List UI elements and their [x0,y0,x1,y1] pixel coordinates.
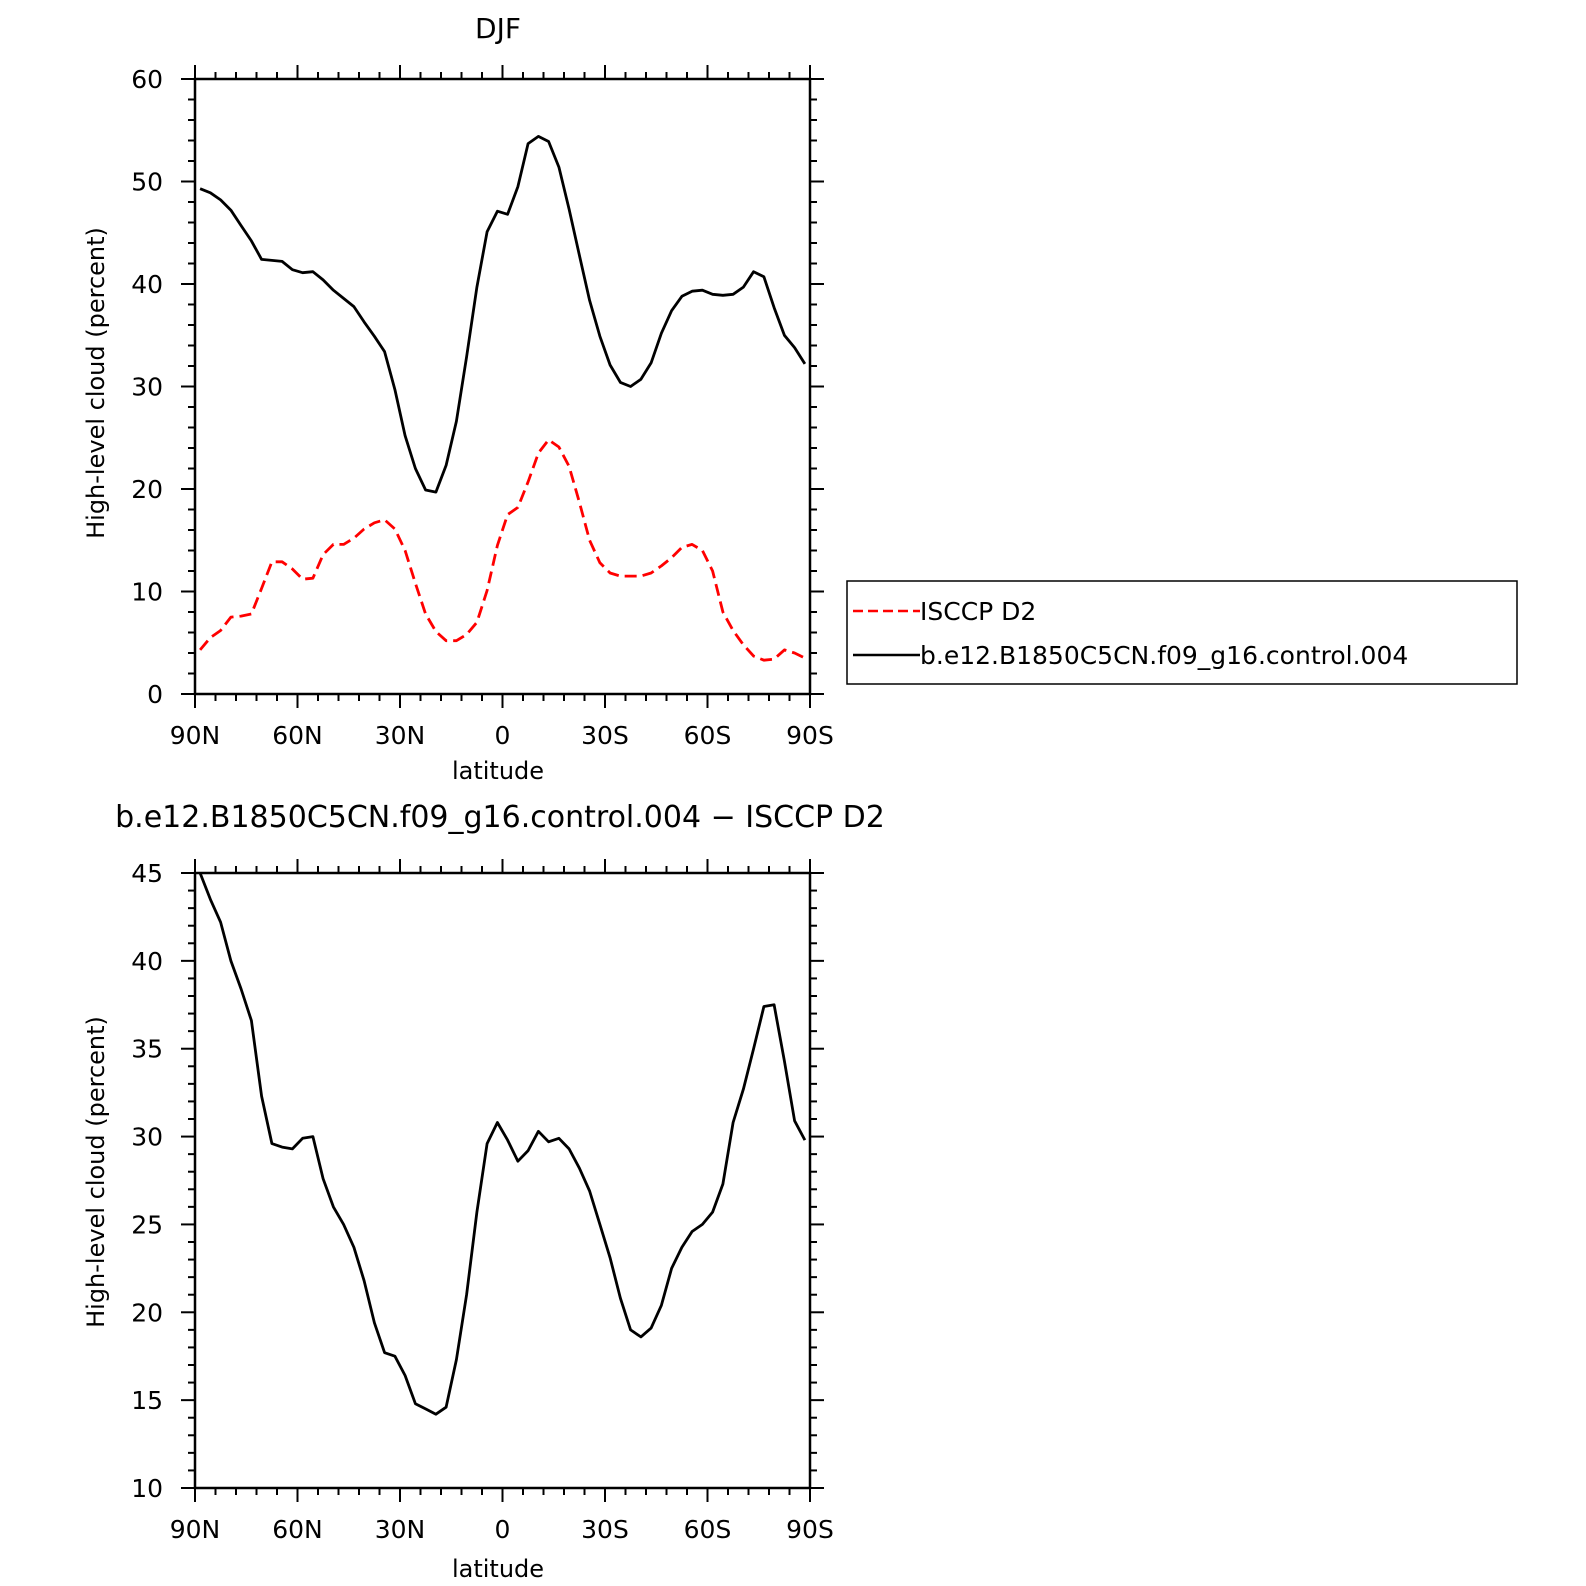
y-tick-label: 10 [131,1474,163,1503]
plot-frame [193,871,812,1490]
y-tick-label: 20 [131,475,163,504]
x-tick-label: 90S [786,721,834,750]
legend: ISCCP D2 b.e12.B1850C5CN.f09_g16.control… [846,580,1518,685]
chart-title: DJF [475,12,521,45]
series-layer [199,134,807,662]
y-tick-label: 25 [131,1210,163,1239]
y-tick-label: 35 [131,1035,163,1064]
y-tick-label: 40 [131,947,163,976]
chart-title: b.e12.B1850C5CN.f09_g16.control.004 − IS… [115,800,885,835]
y-tick-label: 50 [131,168,163,197]
x-tick-label: 30S [581,721,629,750]
y-tick-label: 10 [131,578,163,607]
series-line-model [199,134,807,494]
x-tick-label: 90N [170,721,221,750]
x-tick-label: 30N [375,1515,426,1544]
legend-box [846,580,1518,685]
x-tick-label: 60N [272,1515,323,1544]
x-axis-label: latitude [452,757,544,785]
x-tick-label: 60N [272,721,323,750]
x-tick-label: 90S [786,1515,834,1544]
plot-frame [193,77,812,696]
x-tick-label: 30S [581,1515,629,1544]
x-axis-label: latitude [452,1555,544,1583]
x-tick-label: 0 [495,721,511,750]
y-tick-label: 0 [147,680,163,709]
axes-frame: 0 10 20 30 40 50 60 90N 60N 30N 0 30S 60S 90S [131,65,834,750]
x-tick-label: 60S [684,1515,732,1544]
bottom-chart-difference: b.e12.B1850C5CN.f09_g16.control.004 − IS… [82,800,885,1583]
y-tick-label: 40 [131,270,163,299]
legend-label-isccp: ISCCP D2 [920,597,1036,626]
y-tick-label: 45 [131,859,163,888]
x-tick-label: 60S [684,721,732,750]
series-line-isccp [199,438,806,662]
x-tick-label: 0 [495,1515,511,1544]
legend-label-model: b.e12.B1850C5CN.f09_g16.control.004 [920,641,1408,670]
series-line-model [198,872,807,1416]
series-layer [198,872,807,1416]
y-tick-label: 15 [131,1386,163,1415]
y-tick-label: 20 [131,1298,163,1327]
x-tick-label: 90N [170,1515,221,1544]
y-axis-label: High-level cloud (percent) [82,227,110,539]
y-axis-label: High-level cloud (percent) [82,1016,110,1328]
y-tick-label: 30 [131,373,163,402]
x-tick-label: 30N [375,721,426,750]
top-chart-djf: DJF 0 10 20 30 40 50 60 90N 60N 30N 0 30S 60S 90S lat… [82,12,1518,785]
y-tick-label: 60 [131,65,163,94]
axes-frame: 10 15 20 25 30 35 40 45 90N 60N 30N 0 30S 60S 90S [131,859,834,1544]
y-tick-label: 30 [131,1123,163,1152]
